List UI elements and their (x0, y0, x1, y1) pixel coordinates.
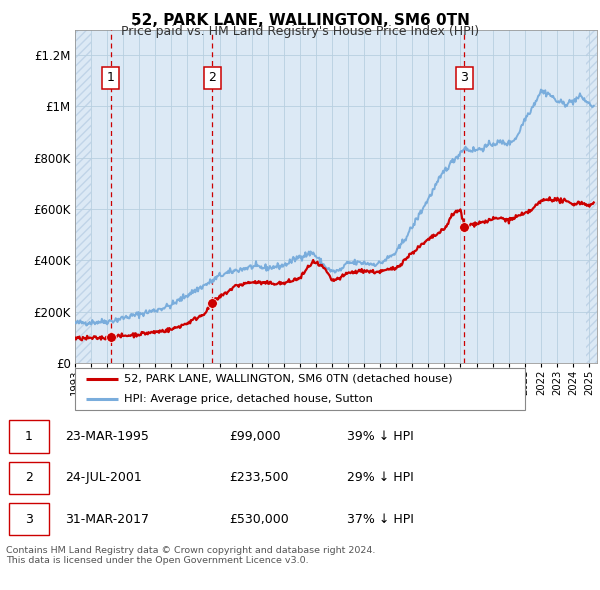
Text: 23-MAR-1995: 23-MAR-1995 (65, 430, 149, 443)
Text: Price paid vs. HM Land Registry's House Price Index (HPI): Price paid vs. HM Land Registry's House … (121, 25, 479, 38)
Text: 2: 2 (25, 471, 33, 484)
FancyBboxPatch shape (9, 503, 49, 535)
Text: 52, PARK LANE, WALLINGTON, SM6 0TN (detached house): 52, PARK LANE, WALLINGTON, SM6 0TN (deta… (125, 373, 453, 384)
FancyBboxPatch shape (9, 421, 49, 453)
Text: 3: 3 (461, 71, 469, 84)
Text: HPI: Average price, detached house, Sutton: HPI: Average price, detached house, Sutt… (125, 394, 373, 404)
FancyBboxPatch shape (9, 462, 49, 494)
Text: 24-JUL-2001: 24-JUL-2001 (65, 471, 142, 484)
FancyBboxPatch shape (75, 368, 525, 410)
Text: 2: 2 (209, 71, 217, 84)
Text: 39% ↓ HPI: 39% ↓ HPI (347, 430, 414, 443)
Text: £233,500: £233,500 (229, 471, 289, 484)
Bar (586, 30, 597, 363)
Text: Contains HM Land Registry data © Crown copyright and database right 2024.
This d: Contains HM Land Registry data © Crown c… (6, 546, 376, 565)
Text: 1: 1 (25, 430, 33, 443)
Text: 29% ↓ HPI: 29% ↓ HPI (347, 471, 414, 484)
Text: £530,000: £530,000 (229, 513, 289, 526)
Bar (75, 30, 91, 363)
Text: 37% ↓ HPI: 37% ↓ HPI (347, 513, 414, 526)
Text: 3: 3 (25, 513, 33, 526)
Text: 52, PARK LANE, WALLINGTON, SM6 0TN: 52, PARK LANE, WALLINGTON, SM6 0TN (131, 13, 469, 28)
Text: 1: 1 (107, 71, 115, 84)
Text: 31-MAR-2017: 31-MAR-2017 (65, 513, 149, 526)
Text: £99,000: £99,000 (229, 430, 281, 443)
